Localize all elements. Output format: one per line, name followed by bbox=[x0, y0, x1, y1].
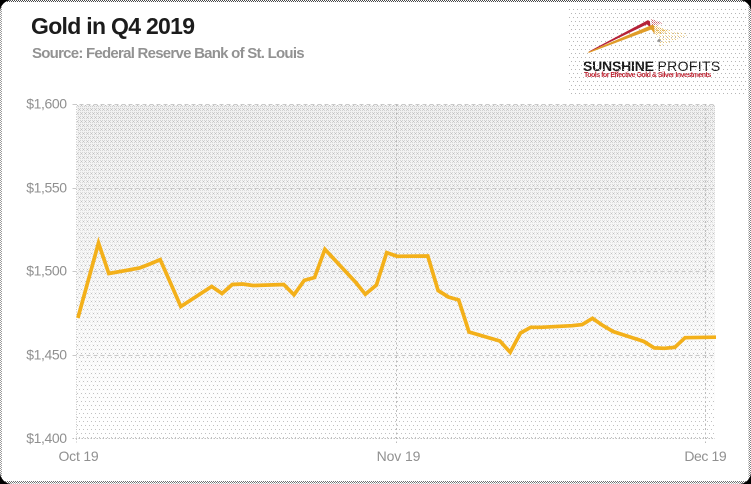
svg-text:$1,550: $1,550 bbox=[26, 180, 67, 196]
svg-text:$1,500: $1,500 bbox=[26, 263, 67, 279]
svg-text:Dec 19: Dec 19 bbox=[684, 448, 727, 464]
svg-text:Nov 19: Nov 19 bbox=[377, 448, 421, 464]
svg-text:$1,600: $1,600 bbox=[26, 96, 67, 112]
svg-text:Oct 19: Oct 19 bbox=[58, 448, 98, 464]
svg-text:$1,450: $1,450 bbox=[26, 347, 67, 363]
svg-text:$1,400: $1,400 bbox=[26, 430, 67, 446]
